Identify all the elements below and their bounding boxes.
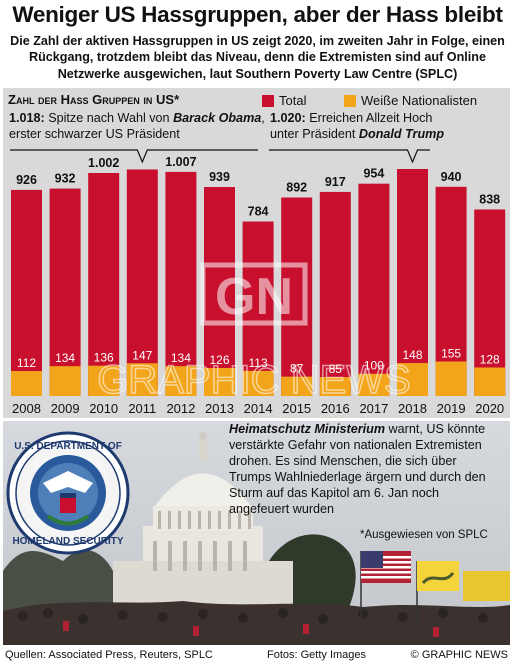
graphic-news-watermark: GN GRAPHIC NEWS	[97, 262, 411, 403]
total-label-2017: 954	[363, 167, 384, 181]
wn-label-2010: 136	[94, 351, 114, 365]
total-label-2015: 892	[286, 180, 307, 194]
capitol-scene: U.S. DEPARTMENT OF HOMELAND SECURITY	[3, 421, 510, 645]
total-bar-2010	[88, 173, 120, 396]
total-bar-2012	[165, 171, 197, 396]
wn-label-2017: 100	[364, 359, 384, 373]
footer-photos: Fotos: Getty Images	[267, 649, 367, 661]
photo-caption: Heimatschutz Ministerium warnt, US könnt…	[229, 421, 501, 517]
wn-label-2019: 155	[441, 347, 461, 361]
total-bar-2016	[319, 191, 351, 396]
wn-label-2011: 147	[132, 348, 152, 362]
x-tick-2020: 2020	[475, 401, 504, 416]
footer: Quellen: Associated Press, Reuters, SPLC…	[3, 647, 510, 665]
wn-bar-2016	[319, 377, 351, 396]
x-tick-2008: 2008	[12, 401, 41, 416]
svg-text:HOMELAND SECURITY: HOMELAND SECURITY	[12, 536, 123, 547]
legend-total-swatch	[262, 94, 274, 107]
total-bar-2013	[204, 187, 235, 396]
x-tick-2013: 2013	[205, 401, 234, 416]
legend-wn-label: Weiße Nationalisten	[361, 93, 478, 108]
total-label-2012: 1.007	[165, 155, 196, 169]
chart-heading: Zahl der Hass Gruppen in US*	[8, 92, 180, 107]
wn-bar-2014	[242, 370, 274, 396]
capitol-photo: U.S. DEPARTMENT OF HOMELAND SECURITY	[3, 421, 510, 645]
wn-bar-2009	[49, 366, 81, 396]
svg-text:GN: GN	[215, 268, 293, 326]
wn-bar-2008	[11, 371, 42, 396]
wn-bar-2012	[165, 366, 197, 396]
footnote: *Ausgewiesen von SPLC	[360, 529, 488, 541]
caption-agency: Heimatschutz Ministerium	[229, 422, 386, 436]
yellow-flag-right	[463, 571, 510, 601]
wn-bar-2019	[435, 361, 467, 396]
wn-bar-2010	[88, 365, 120, 396]
total-label-2014: 784	[248, 205, 269, 219]
legend-total: Total	[262, 93, 306, 108]
total-bar-2008	[11, 189, 42, 396]
footer-copyright: © GRAPHIC NEWS	[410, 649, 508, 661]
total-bar-2017	[358, 183, 390, 396]
wn-label-2013: 126	[209, 353, 229, 367]
total-label-2008: 926	[16, 173, 37, 187]
callout-bracket-2011	[10, 149, 258, 164]
wn-bar-2015	[281, 376, 313, 396]
wn-bar-2013	[204, 367, 235, 396]
legend-white-nationalists: Weiße Nationalisten	[344, 93, 477, 108]
page-subtitle: Die Zahl der aktiven Hassgruppen in US z…	[10, 34, 505, 81]
us-flag	[360, 551, 411, 621]
capitol-building	[113, 432, 293, 611]
annotation-obama: 1.018: Spitze nach Wahl von Barack Obama…	[9, 111, 265, 141]
svg-text:U.S. DEPARTMENT OF: U.S. DEPARTMENT OF	[14, 441, 122, 452]
wn-label-2009: 134	[55, 351, 75, 365]
x-tick-2018: 2018	[398, 401, 427, 416]
bar-chart: 926 112 2008 932 134 2009 1.002 136 2010 147 2011 1…	[10, 149, 506, 416]
wn-label-2018: 148	[402, 348, 422, 362]
x-tick-2016: 2016	[321, 401, 350, 416]
x-tick-2011: 2011	[128, 401, 156, 416]
wn-bar-2011	[126, 363, 158, 396]
x-tick-2012: 2012	[166, 401, 195, 416]
wn-label-2016: 85	[329, 362, 343, 376]
total-bar-2009	[49, 188, 81, 396]
x-tick-2009: 2009	[51, 401, 80, 416]
homeland-security-seal: U.S. DEPARTMENT OF HOMELAND SECURITY	[6, 431, 130, 555]
x-tick-2015: 2015	[282, 401, 311, 416]
wn-bar-2017	[358, 373, 390, 396]
x-tick-2017: 2017	[359, 401, 388, 416]
x-tick-2019: 2019	[437, 401, 466, 416]
wn-bar-2020	[474, 367, 506, 396]
total-bar-2020	[474, 209, 506, 396]
total-label-2016: 917	[325, 175, 346, 189]
total-bar-2019	[435, 186, 467, 396]
callout-bracket-2018	[269, 149, 430, 164]
gadsden-flag	[416, 561, 459, 626]
annotation-trump: 1.020: Erreichen Allzeit Hoch unter Präs…	[270, 111, 445, 141]
x-tick-2014: 2014	[244, 401, 273, 416]
legend-total-label: Total	[279, 93, 307, 108]
wn-label-2008: 112	[17, 356, 36, 370]
wn-label-2014: 113	[249, 356, 268, 370]
total-bar-2018	[397, 169, 428, 396]
wn-label-2012: 134	[171, 351, 191, 365]
x-tick-2010: 2010	[89, 401, 118, 416]
total-label-2019: 940	[441, 170, 462, 184]
wn-label-2015: 87	[290, 362, 304, 376]
total-label-2009: 932	[55, 172, 76, 186]
caption-text: warnt, US könnte verstärkte Gefahr von n…	[229, 422, 486, 516]
total-label-2010: 1.002	[88, 156, 119, 170]
total-bar-2014	[242, 221, 274, 396]
wn-bar-2018	[397, 363, 428, 396]
svg-text:GRAPHIC NEWS: GRAPHIC NEWS	[97, 358, 410, 402]
total-label-2020: 838	[479, 193, 500, 207]
legend-wn-swatch	[344, 94, 356, 107]
total-label-2013: 939	[209, 170, 230, 184]
wn-label-2020: 128	[480, 353, 500, 367]
page-title: Weniger US Hassgruppen, aber der Hass bl…	[12, 2, 503, 27]
total-bar-2011	[126, 169, 158, 396]
footer-sources: Quellen: Associated Press, Reuters, SPLC	[5, 649, 213, 661]
